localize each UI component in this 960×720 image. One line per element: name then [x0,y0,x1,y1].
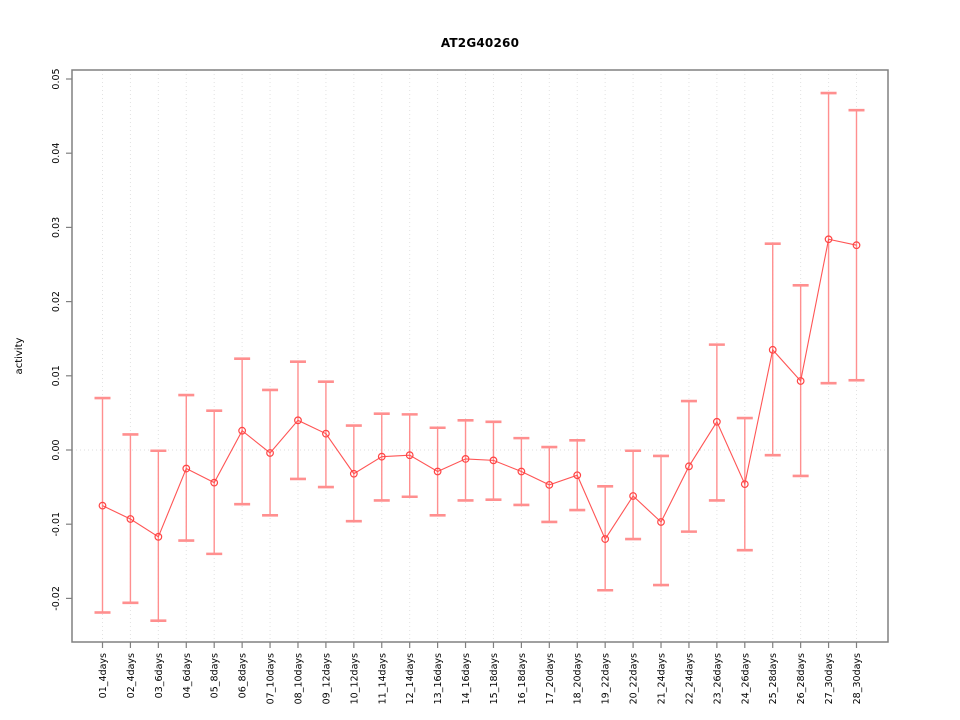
data-point [266,449,274,457]
data-point [405,451,414,460]
data-point [433,467,442,476]
data-point [210,478,219,487]
y-tick-label: 0.00 [51,439,62,460]
data-point [545,480,554,489]
data-point [182,464,191,473]
y-tick-label: 0.04 [51,143,62,164]
data-point [349,469,358,478]
data-point [824,235,833,244]
x-tick-label: 25_28days [768,653,779,704]
data-point [98,501,107,510]
x-tick-label: 24_26days [740,653,751,704]
data-point [377,452,386,461]
data-point [712,417,721,426]
data-point [685,462,693,471]
data-point [601,535,610,543]
data-point [322,429,330,438]
series-line [102,238,857,541]
data-point [489,456,498,465]
y-tick-label: 0.02 [51,291,62,312]
x-tick-label: 27_30days [824,653,835,704]
x-tick-label: 18_20days [573,653,584,704]
data-point [740,480,749,489]
data-point [796,377,805,385]
x-tick-label: 13_16days [433,653,444,704]
x-tick-label: 26_28days [796,653,807,704]
x-tick-label: 17_20days [545,653,556,704]
data-point [238,426,247,435]
x-tick-label: 02_4days [126,653,137,698]
data-point [573,471,582,480]
x-tick-label: 10_12days [349,653,360,704]
data-point [629,492,637,500]
y-tick-label: 0.03 [51,217,62,238]
x-tick-label: 20_22days [629,653,640,704]
plot-border [71,69,889,643]
x-tick-label: 05_8days [210,653,221,698]
x-tick-label: 03_6days [154,653,165,698]
x-tick-label: 04_6days [182,653,193,698]
x-tick-label: 06_8days [238,653,249,698]
x-tick-label: 21_24days [657,653,668,704]
x-tick-label: 23_26days [712,653,723,704]
y-tick-label: -0.02 [51,586,62,611]
x-tick-label: 14_16days [461,653,472,704]
x-tick-label: 09_12days [321,653,332,704]
data-point [517,467,526,476]
data-point [461,455,470,463]
data-point [126,515,135,523]
x-tick-label: 28_30days [852,653,863,704]
x-tick-label: 15_18days [489,653,500,704]
y-axis-label: activity [14,337,25,374]
y-tick-label: 0.01 [51,365,62,386]
chart-title: AT2G40260 [440,36,520,50]
data-point [154,532,163,541]
y-tick-label: -0.01 [51,512,62,537]
x-tick-label: 11_14days [377,653,388,704]
x-tick-label: 16_18days [517,653,528,704]
y-tick-label: 0.05 [51,68,62,89]
x-tick-label: 12_14days [405,653,416,704]
x-tick-label: 08_10days [293,653,304,704]
x-tick-label: 01_4days [98,653,109,698]
x-tick-label: 19_22days [601,653,612,704]
x-tick-label: 22_24days [684,653,695,704]
data-point [657,518,665,526]
data-point [852,241,861,250]
data-point [768,345,777,354]
data-point [294,416,302,425]
x-tick-label: 07_10days [266,653,277,704]
